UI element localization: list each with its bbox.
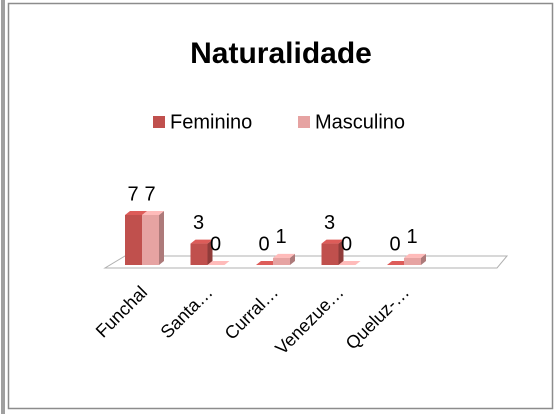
data-label: 7	[127, 183, 138, 205]
bar	[404, 258, 421, 265]
data-label: 0	[341, 233, 352, 255]
bar	[273, 258, 290, 265]
data-label: 1	[406, 226, 417, 248]
data-label: 3	[193, 212, 204, 234]
data-label: 3	[324, 212, 335, 234]
floor	[105, 256, 507, 268]
legend-label: Masculino	[315, 111, 405, 133]
data-label: 0	[389, 233, 400, 255]
bar	[142, 215, 159, 265]
legend-swatch	[153, 116, 165, 128]
data-label: 0	[210, 233, 221, 255]
data-label: 7	[144, 183, 155, 205]
data-label: 1	[275, 226, 286, 248]
chart-title: Naturalidade	[190, 37, 372, 70]
legend-swatch	[298, 116, 310, 128]
bar	[322, 244, 339, 265]
legend-label: Feminino	[170, 111, 252, 133]
bar-side	[159, 211, 164, 265]
bar	[191, 244, 208, 265]
data-label: 0	[258, 233, 269, 255]
bar	[125, 215, 142, 265]
